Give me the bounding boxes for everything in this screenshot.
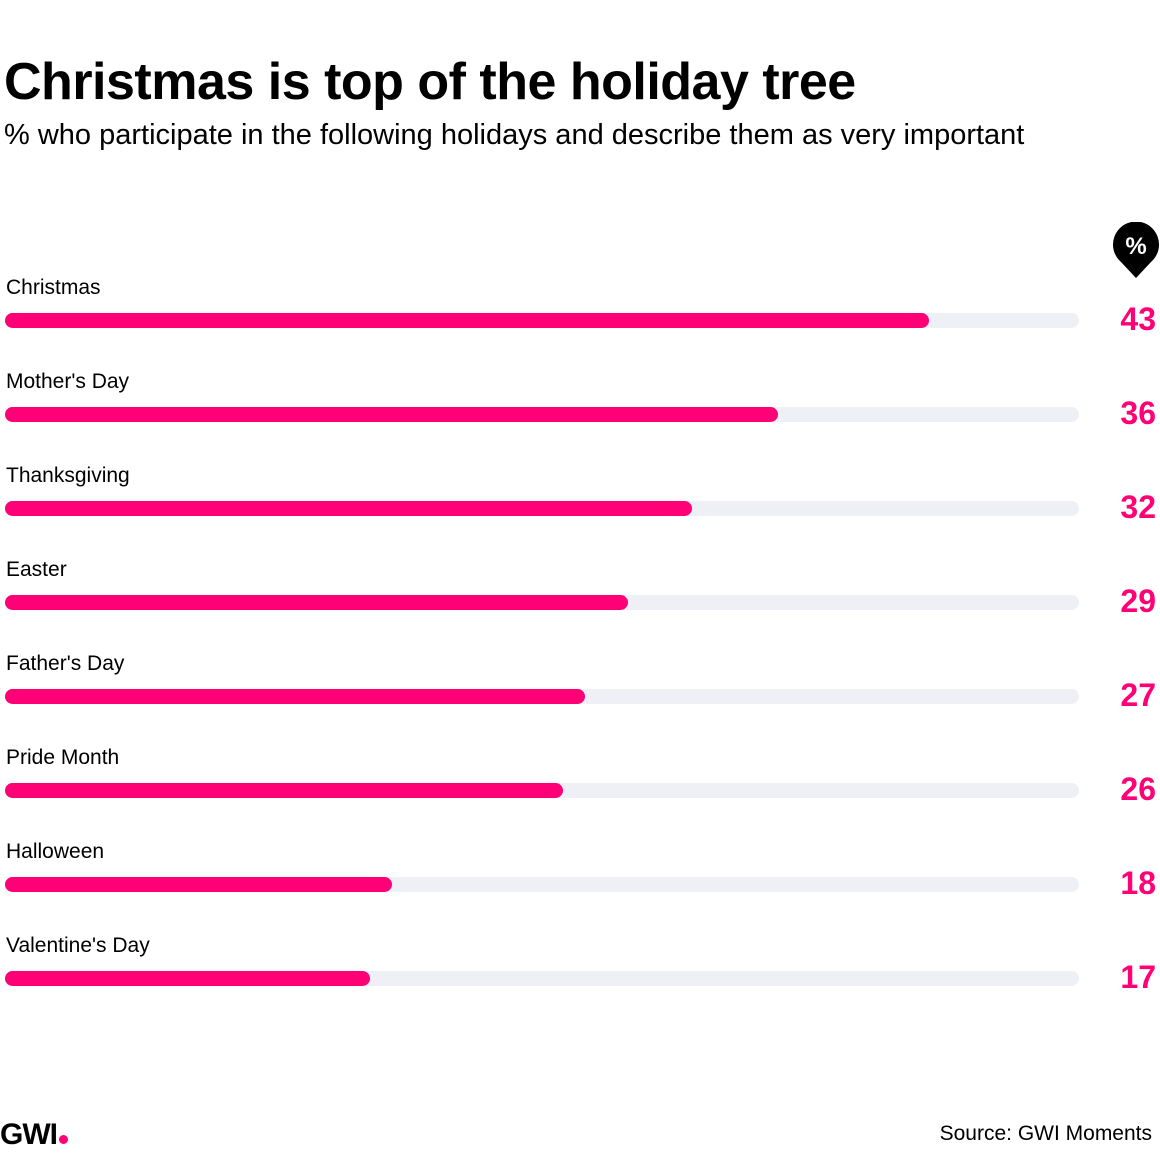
- bar-value-label: 43: [1120, 301, 1156, 337]
- bar: [5, 689, 585, 704]
- logo-dot: [59, 1135, 68, 1144]
- bar-label: Easter: [6, 558, 67, 581]
- bar-label: Christmas: [6, 276, 101, 299]
- bar-track: [5, 689, 1079, 704]
- bar-label: Father's Day: [6, 652, 125, 675]
- bar: [5, 877, 392, 892]
- bar: [5, 407, 779, 422]
- badge-symbol: %: [1125, 233, 1146, 260]
- bar-label: Pride Month: [6, 746, 120, 769]
- bar-label: Halloween: [6, 840, 105, 863]
- chart-title: Christmas is top of the holiday tree: [4, 53, 856, 111]
- bar: [5, 595, 628, 610]
- percent-badge-icon: %: [1113, 222, 1159, 278]
- chart-subtitle: % who participate in the following holid…: [4, 119, 1025, 151]
- bar-track: [5, 313, 1079, 328]
- bar-label: Valentine's Day: [6, 934, 150, 957]
- bar-track: [5, 877, 1079, 892]
- bar-track: [5, 501, 1079, 516]
- bar-track: [5, 783, 1079, 798]
- bar-value-label: 29: [1120, 583, 1156, 619]
- bar-value-label: 27: [1120, 677, 1156, 713]
- bar-value-label: 36: [1120, 395, 1156, 431]
- bar-value-label: 17: [1120, 959, 1156, 995]
- bar: [5, 783, 564, 798]
- bar-label: Thanksgiving: [6, 464, 130, 487]
- logo-text: GWI: [0, 1118, 58, 1151]
- bar-value-label: 26: [1120, 771, 1156, 807]
- bar: [5, 971, 371, 986]
- bar-value-label: 32: [1120, 489, 1156, 525]
- bar-value-label: 18: [1120, 865, 1156, 901]
- bar-track: [5, 971, 1079, 986]
- bar: [5, 501, 693, 516]
- bar-track: [5, 595, 1079, 610]
- gwi-logo: GWI: [0, 1118, 68, 1152]
- source-note: Source: GWI Moments: [939, 1122, 1152, 1145]
- bar-label: Mother's Day: [6, 370, 130, 393]
- bar-track: [5, 407, 1079, 422]
- bar: [5, 313, 929, 328]
